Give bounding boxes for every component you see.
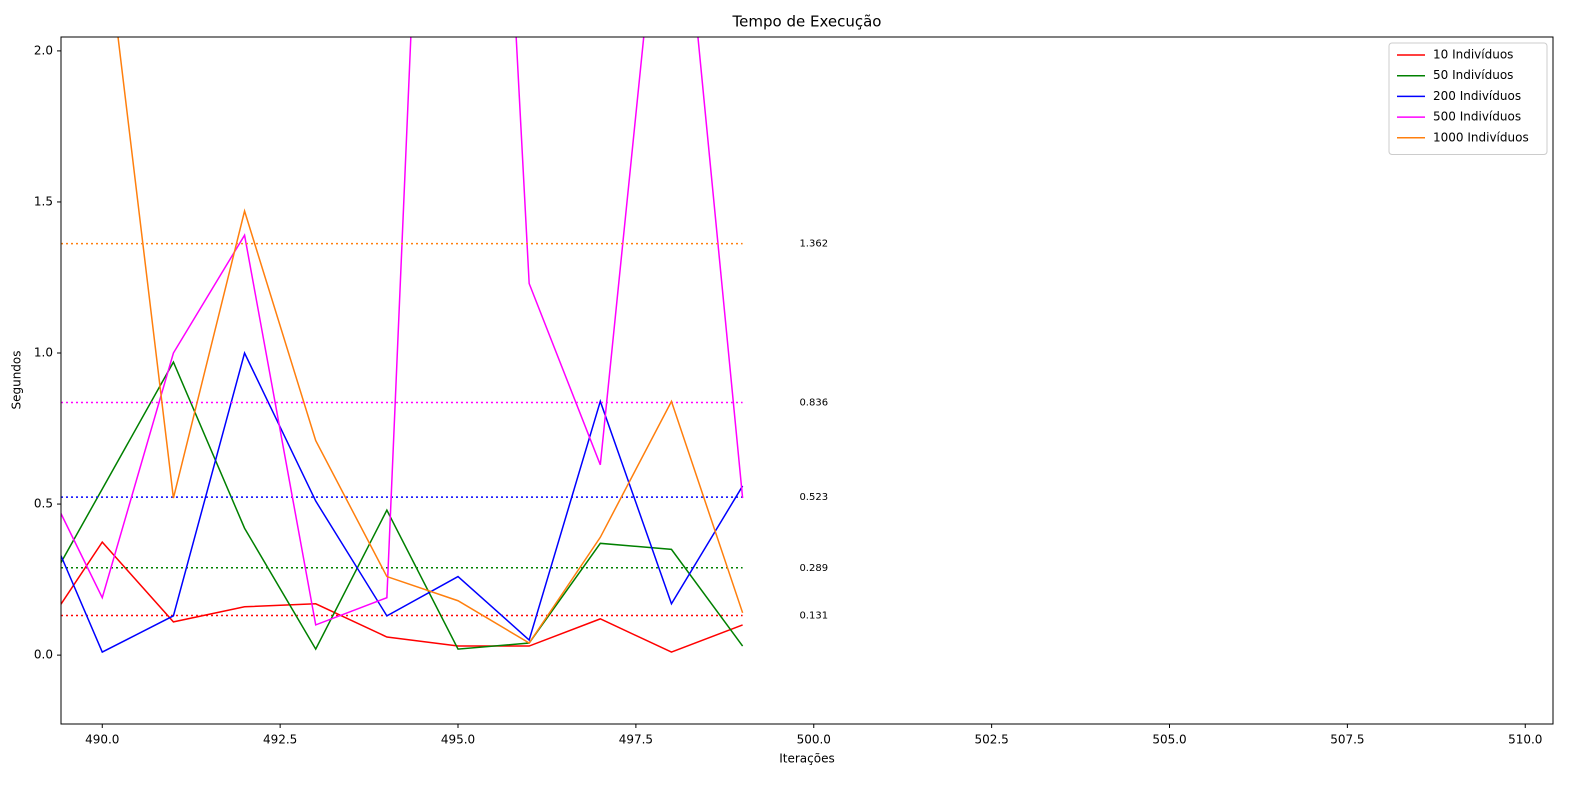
plot-area (61, 37, 744, 654)
x-axis-label: Iterações (779, 752, 835, 766)
legend-label: 1000 Indivíduos (1433, 130, 1529, 144)
series-line (117, 37, 744, 645)
x-tick-label: 510.0 (1508, 733, 1542, 747)
mean-label: 0.523 (799, 492, 828, 503)
y-axis-label: Segundos (10, 350, 24, 409)
legend-label: 500 Indivíduos (1433, 110, 1521, 124)
x-tick-label: 507.5 (1330, 733, 1364, 747)
y-tick-label: 1.5 (34, 194, 53, 208)
y-tick-label: 1.0 (34, 346, 53, 360)
x-tick-label: 505.0 (1152, 733, 1186, 747)
x-tick-label: 500.0 (797, 733, 831, 747)
y-tick-label: 0.0 (34, 648, 53, 662)
legend-label: 50 Indivíduos (1433, 68, 1513, 82)
legend-label: 200 Indivíduos (1433, 89, 1521, 103)
y-tick-label: 0.5 (34, 497, 53, 511)
legend-label: 10 Indivíduos (1433, 48, 1513, 62)
series-line (61, 350, 744, 654)
x-tick-label: 495.0 (441, 733, 475, 747)
chart-title: Tempo de Execução (732, 13, 882, 31)
series-line (61, 540, 743, 653)
legend-box (1388, 42, 1548, 155)
x-tick-label: 490.0 (85, 733, 119, 747)
series-line (61, 360, 744, 651)
mean-label: 0.131 (799, 611, 828, 622)
mean-label: 1.362 (799, 239, 828, 250)
axes-frame (60, 36, 1554, 725)
x-tick-label: 502.5 (974, 733, 1008, 747)
x-tick-label: 497.5 (619, 733, 653, 747)
y-tick-label: 2.0 (34, 43, 53, 57)
mean-label: 0.289 (799, 563, 828, 574)
x-tick-label: 492.5 (263, 733, 297, 747)
mean-label: 0.836 (799, 398, 828, 409)
series-line (61, 37, 744, 626)
